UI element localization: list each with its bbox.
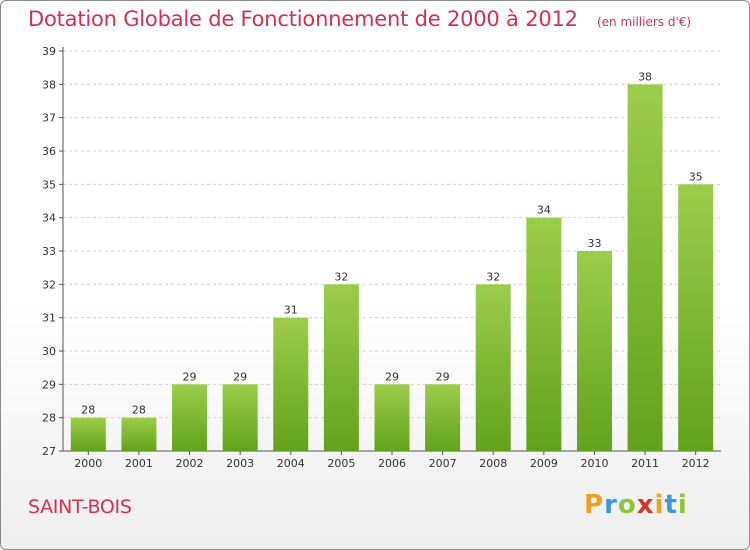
logo-letter: i [654, 490, 665, 520]
logo-letter: P [584, 490, 605, 520]
proxiti-logo[interactable]: Proxiti [584, 490, 688, 520]
bar-value-label: 35 [689, 170, 703, 183]
bar-2005 [323, 284, 359, 451]
bar-2008 [475, 284, 511, 451]
bar-2009 [526, 217, 562, 451]
chart-title: Dotation Globale de Fonctionnement de 20… [28, 7, 578, 31]
bar-2002 [172, 384, 208, 451]
y-tick-label: 38 [42, 78, 56, 91]
y-tick-label: 35 [42, 178, 56, 191]
x-tick-label: 2008 [479, 457, 507, 470]
unit-label: (en milliers d'€) [596, 15, 692, 29]
x-tick-label: 2003 [226, 457, 254, 470]
bar-value-label: 34 [537, 204, 551, 217]
data-labels: 28 28 29 29 31 32 29 29 32 34 33 38 35 [81, 70, 702, 416]
bar-2001 [121, 417, 157, 451]
bar-value-label: 29 [436, 370, 450, 383]
title-row: Dotation Globale de Fonctionnement de 20… [28, 7, 691, 31]
y-tick-label: 30 [42, 345, 56, 358]
y-tick-label: 36 [42, 145, 56, 158]
logo-letter: i [677, 490, 688, 520]
bar-value-label: 28 [81, 404, 95, 417]
y-tick-label: 34 [42, 212, 56, 225]
grid-lines [63, 50, 721, 419]
y-tick-label: 31 [42, 312, 56, 325]
x-tick-label: 2010 [580, 457, 608, 470]
bar-2012 [678, 184, 714, 452]
x-tick-label: 2000 [74, 457, 102, 470]
logo-letter: o [617, 490, 637, 520]
x-tick-label: 2007 [429, 457, 457, 470]
y-tick-label: 29 [42, 378, 56, 391]
x-tick-label: 2001 [125, 457, 153, 470]
bar-2010 [576, 251, 612, 451]
bar-value-label: 38 [638, 70, 652, 83]
bar-value-label: 29 [233, 370, 247, 383]
bar-2011 [627, 84, 663, 451]
y-tick-label: 32 [42, 278, 56, 291]
y-tick-label: 37 [42, 112, 56, 125]
bar-2003 [222, 384, 258, 451]
bar-value-label: 28 [132, 404, 146, 417]
bar-value-label: 32 [334, 270, 348, 283]
bar-value-label: 33 [587, 237, 601, 250]
bar-value-label: 32 [486, 270, 500, 283]
x-tick-label: 2012 [682, 457, 710, 470]
bar-2007 [425, 384, 461, 451]
x-tick-label: 2004 [277, 457, 305, 470]
bar-2000 [70, 417, 106, 451]
bar-2004 [273, 317, 309, 451]
x-tick-label: 2002 [176, 457, 204, 470]
x-tick-label: 2006 [378, 457, 406, 470]
x-tick-label: 2009 [530, 457, 558, 470]
axes: 27 28 29 30 31 32 33 34 35 36 37 38 39 2000 2001 2002 20… [42, 45, 721, 470]
bar-value-label: 29 [385, 370, 399, 383]
y-tick-label: 39 [42, 45, 56, 58]
commune-name: SAINT-BOIS [28, 496, 132, 518]
y-tick-label: 33 [42, 245, 56, 258]
bar-value-label: 31 [284, 304, 298, 317]
y-tick-label: 27 [42, 445, 56, 458]
logo-letter: r [604, 490, 618, 520]
bar-value-label: 29 [183, 370, 197, 383]
x-tick-label: 2005 [327, 457, 355, 470]
logo-letter: x [636, 490, 655, 520]
bar-2006 [374, 384, 410, 451]
logo-letter: t [664, 490, 678, 520]
x-tick-label: 2011 [631, 457, 659, 470]
y-tick-label: 28 [42, 412, 56, 425]
bars [70, 84, 714, 452]
